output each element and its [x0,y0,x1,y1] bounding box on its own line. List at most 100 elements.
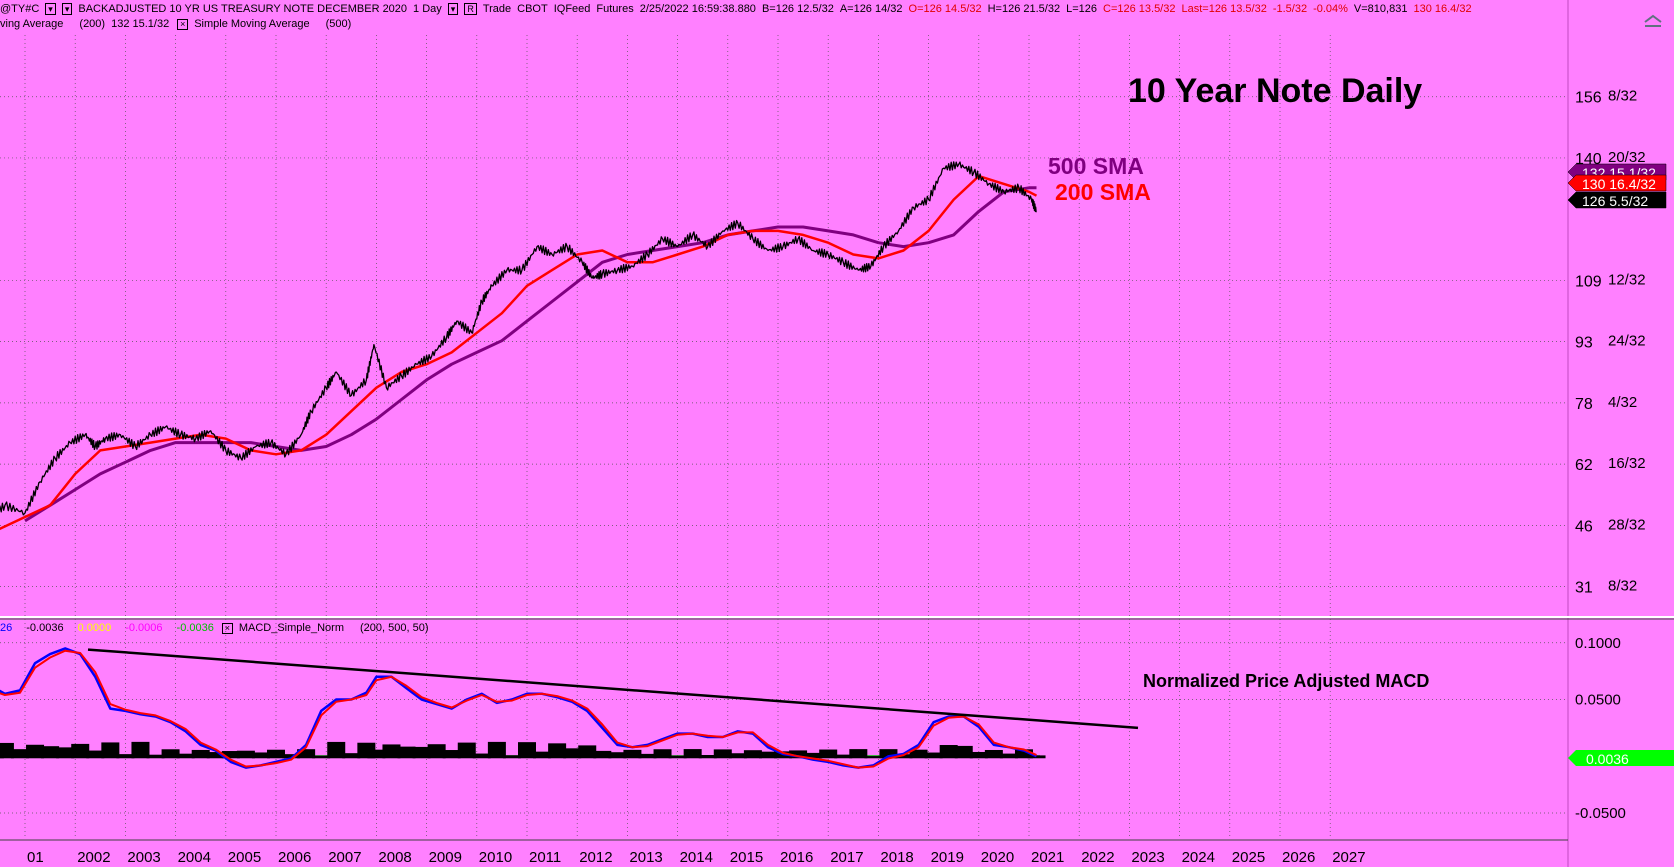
price-line [0,161,1037,516]
interval-label[interactable]: 1 Day [413,3,442,15]
macd-close-icon[interactable]: × [221,623,233,634]
macd-histogram-bar [412,746,431,759]
macd-histogram-bar [894,754,913,759]
last-price-tag [1567,191,1667,209]
macd-histogram-bar [251,752,270,759]
y-tick-label: 78 [1575,396,1593,413]
y-tick-label: 140 [1575,151,1602,168]
x-tick-label: 2010 [479,849,512,866]
change-label: -1.5/32 [1272,3,1308,15]
bid-label: B=126 12.5/32 [761,3,834,15]
macd-histogram-bar [608,752,627,759]
x-tick-label: 2014 [680,849,713,866]
macd-histogram-bar [638,753,657,759]
x-tick-label: 2002 [77,849,110,866]
macd-histogram-bar [1014,749,1033,759]
sma200-study-label[interactable]: ving Average [0,18,64,30]
macd-histogram-bar [26,744,45,759]
macd-histogram-bar [502,755,521,759]
macd-histogram-bar [1027,755,1046,759]
macd-histogram-bar [804,752,823,759]
x-tick-label: 2025 [1232,849,1265,866]
sma500-annotation: 500 SMA [1048,153,1144,179]
macd-histogram-bar [457,742,476,759]
x-tick-label: 2004 [178,849,211,866]
macd-histogram-bar [176,753,195,759]
sma200-value: 132 15.1/32 [111,18,170,30]
close-label: C=126 13.5/32 [1103,3,1176,15]
macd-y-tick-label: 0.1000 [1575,635,1621,652]
macd-histogram-bar [909,749,928,759]
macd-histogram-bar [834,754,853,759]
last-price-tag-label: 126 5.5/32 [1582,193,1648,209]
x-tick-label: 2023 [1131,849,1164,866]
macd-histogram-bar [939,745,958,759]
datetime-label: 2/25/2022 16:59:38.880 [639,3,756,15]
macd-histogram-bar [728,753,747,759]
macd-header-value-2: -0.0036 [26,622,64,634]
macd-histogram-bar [236,750,255,759]
macd-header-value-3: 0.0000 [77,622,112,634]
macd-histogram-bar [327,741,346,759]
x-tick-label: 2011 [529,849,561,866]
x-tick-label: 2020 [981,849,1014,866]
x-tick-label: 2017 [830,849,863,866]
chart-title: 10 Year Note Daily [1128,72,1422,110]
mode-button[interactable]: R [464,3,477,15]
sma500-close-icon[interactable]: × [177,19,189,30]
symbol-dropdown[interactable]: ▾ [45,3,56,15]
macd-header-value-4: -0.0006 [125,622,163,634]
macd-histogram-bar [487,741,506,759]
study-header: ving Average (200) 132 15.1/32 × Simple Movi… [0,18,357,30]
x-tick-label: 2021 [1031,849,1064,866]
last-label: Last=126 13.5/32 [1181,3,1267,15]
low-label: L=126 [1066,3,1097,15]
macd-header-value-5: -0.0036 [176,622,214,634]
macd-histogram-bar [924,752,943,759]
x-tick-label: 2026 [1282,849,1315,866]
y-tick-label: 156 [1575,90,1602,107]
macd-histogram-bar [578,745,597,759]
macd-study-label[interactable]: MACD_Simple_Norm [238,622,344,634]
macd-histogram-bar [864,756,883,759]
sma500-study-label[interactable]: Simple Moving Average [194,18,310,30]
x-tick-label: 2009 [429,849,462,866]
y-tick-label: 46 [1575,518,1593,535]
macd-histogram-bar [713,749,732,759]
interval-dropdown[interactable]: ▾ [61,3,73,15]
macd-y-tick-label: -0.0500 [1575,805,1626,822]
macd-histogram-bar [146,754,165,759]
x-tick-label: 01 [27,849,44,866]
sma500-params: (500) [325,18,352,30]
y-tick-label: 93 [1575,335,1593,352]
y-tick-fraction: 24/32 [1608,333,1646,350]
macd-histogram-bar [999,753,1018,759]
interval-menu-dropdown[interactable]: ▾ [447,3,459,15]
symbol-label[interactable]: @TY#C [0,3,40,15]
x-tick-label: 2005 [228,849,261,866]
macd-histogram-bar [548,743,567,759]
x-tick-label: 2024 [1182,849,1215,866]
macd-histogram-bar [698,755,717,759]
y-tick-fraction: 16/32 [1608,455,1646,472]
macd-y-tick-label: 0.0500 [1575,692,1621,709]
macd-histogram-bar [86,750,105,759]
macd-histogram-bar [342,753,361,759]
x-tick-label: 2019 [931,849,964,866]
macd-histogram-bar [161,749,180,759]
feed-label: IQFeed [553,3,591,15]
macd-params: (200, 500, 50) [359,622,429,634]
macd-histogram-bar [41,746,60,759]
macd-histogram-bar [984,749,1003,759]
layout-icon [1644,14,1662,27]
macd-histogram-bar [131,741,150,759]
macd-histogram-bar [849,749,868,759]
macd-histogram-bar [116,754,135,759]
x-tick-label: 2022 [1081,849,1114,866]
macd-histogram-bar [297,749,316,759]
sma200-price-tag-label: 130 16.4/32 [1582,176,1656,192]
x-tick-label: 2003 [127,849,160,866]
x-tick-label: 2013 [629,849,662,866]
x-tick-label: 2018 [880,849,913,866]
